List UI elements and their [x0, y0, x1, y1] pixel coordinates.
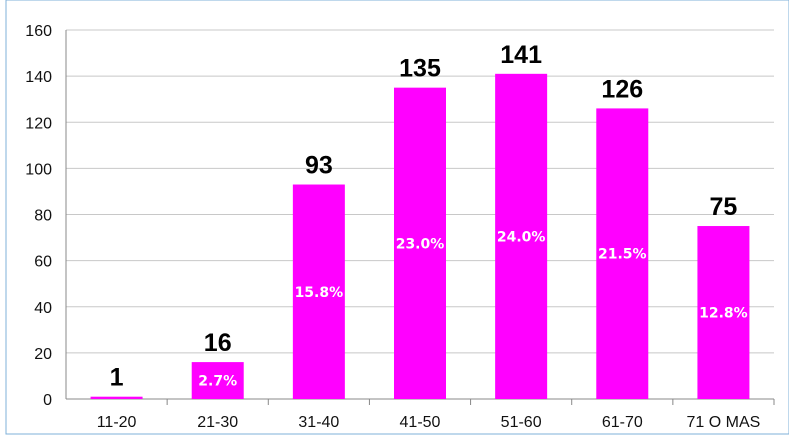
data-label-percent: 21.5%: [598, 247, 647, 263]
data-label-value: 93: [305, 152, 333, 180]
bar-11-20: [90, 396, 143, 399]
chart-frame: [5, 0, 789, 435]
data-label-percent: 15.8%: [295, 285, 344, 301]
y-tick-label: 160: [25, 23, 52, 40]
y-tick-label: 0: [43, 392, 52, 409]
y-tick-label: 20: [34, 346, 52, 363]
x-tick-label: 51-60: [501, 414, 542, 431]
x-tick-label: 11-20: [97, 414, 137, 431]
x-tick-label: 61-70: [602, 414, 643, 431]
y-tick-label: 120: [25, 115, 52, 132]
x-tick-label: 21-30: [197, 414, 238, 431]
y-tick-label: 60: [34, 254, 52, 271]
x-tick-label: 31-40: [298, 414, 339, 431]
bar-51-60: [495, 73, 548, 399]
data-label-value: 16: [204, 329, 232, 357]
bar-61-70: [596, 108, 649, 399]
data-label-percent: 23.0%: [396, 236, 445, 252]
data-label-value: 135: [399, 55, 441, 83]
y-tick-label: 40: [34, 300, 52, 317]
y-tick-label: 80: [34, 208, 52, 225]
y-tick-label: 100: [25, 161, 52, 178]
bar-41-50: [394, 87, 446, 399]
data-label-value: 75: [710, 193, 738, 221]
bar-31-40: [292, 184, 345, 399]
bar-21-30: [191, 362, 244, 399]
data-label-percent: 24.0%: [497, 229, 546, 245]
y-tick-label: 140: [25, 69, 52, 86]
x-tick-label: 41-50: [400, 414, 441, 431]
data-label-value: 1: [110, 364, 124, 392]
x-tick-label: 71 O MAS: [687, 414, 761, 431]
data-label-value: 126: [601, 75, 643, 103]
data-label-percent: 2.7%: [198, 374, 237, 390]
data-label-percent: 12.8%: [699, 306, 748, 322]
data-label-value: 141: [500, 41, 542, 69]
bar-71 O MAS: [697, 226, 750, 399]
